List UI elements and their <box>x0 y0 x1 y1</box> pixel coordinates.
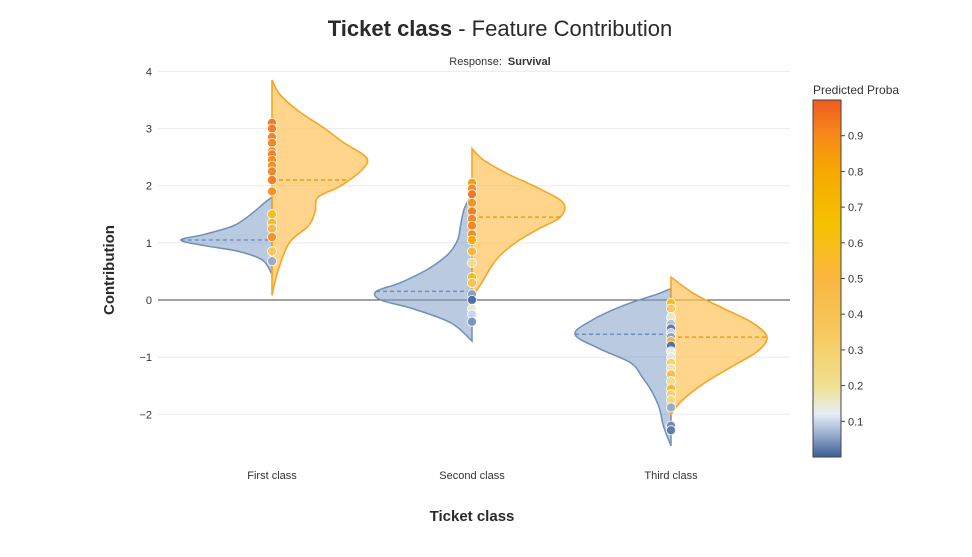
x-tick-label: First class <box>247 470 297 482</box>
data-points <box>266 117 677 436</box>
x-axis-title: Ticket class <box>430 508 515 525</box>
colorbar-tick-label: 0.8 <box>848 166 863 178</box>
data-point <box>666 303 677 314</box>
data-point <box>466 316 477 327</box>
violin-positive-half <box>471 146 566 300</box>
y-tick-label: 4 <box>146 66 152 78</box>
axes: 4 3 2 1 0 −1 −2 First class Second class Third cl… <box>139 66 698 482</box>
data-point <box>266 232 277 243</box>
data-point <box>266 186 277 197</box>
violin-positive-half <box>271 79 369 296</box>
data-point <box>266 123 277 134</box>
data-point <box>466 277 477 288</box>
violin-negative-half <box>180 195 273 277</box>
chart-title: Ticket class - Feature Contribution <box>328 16 672 41</box>
data-point <box>266 246 277 257</box>
y-tick-label: 3 <box>146 124 152 136</box>
data-point <box>266 256 277 267</box>
y-tick-label: 1 <box>146 238 152 250</box>
data-point <box>466 246 477 257</box>
x-tick-label: Second class <box>439 470 505 482</box>
colorbar-tick-label: 0.5 <box>848 274 863 286</box>
data-point <box>466 189 477 200</box>
colorbar: 0.1 0.2 0.3 0.4 0.5 0.6 0.7 0.8 0.9 <box>812 99 863 458</box>
data-point <box>266 209 277 220</box>
chart-title-bold: Ticket class <box>328 16 452 41</box>
x-tick-label: Third class <box>644 470 698 482</box>
data-point <box>666 425 677 436</box>
chart-subtitle: Response: Survival <box>449 56 550 68</box>
y-tick-label: −1 <box>139 352 152 364</box>
y-tick-label: 2 <box>146 181 152 193</box>
data-point <box>266 223 277 234</box>
subtitle-prefix: Response: <box>449 56 502 68</box>
colorbar-tick-label: 0.3 <box>848 345 863 357</box>
colorbar-bar <box>812 99 842 458</box>
colorbar-tick-label: 0.9 <box>848 131 863 143</box>
violin-negative-half <box>373 193 473 343</box>
chart-title-rest: - Feature Contribution <box>452 16 672 41</box>
y-tick-label: −2 <box>139 409 152 421</box>
colorbar-tick-label: 0.4 <box>848 309 863 321</box>
data-point <box>266 174 277 185</box>
data-point <box>666 402 677 413</box>
data-point <box>466 234 477 245</box>
data-point <box>266 137 277 148</box>
data-point <box>266 166 277 177</box>
data-point <box>466 220 477 231</box>
colorbar-tick-label: 0.7 <box>848 202 863 214</box>
colorbar-tick-label: 0.6 <box>848 238 863 250</box>
violin-negative-half <box>574 287 672 446</box>
colorbar-tick-label: 0.2 <box>848 381 863 393</box>
colorbar-tick-label: 0.1 <box>848 416 863 428</box>
subtitle-value: Survival <box>508 56 551 68</box>
y-tick-label: 0 <box>146 295 152 307</box>
y-axis-title: Contribution <box>101 225 118 315</box>
data-point <box>466 197 477 208</box>
violin-shapes <box>180 79 768 446</box>
violin-positive-half <box>670 275 768 417</box>
data-point <box>466 257 477 268</box>
colorbar-title: Predicted Proba <box>813 83 899 97</box>
data-point <box>466 294 477 305</box>
